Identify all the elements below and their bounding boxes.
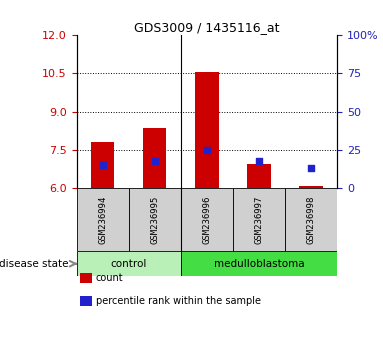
Text: medulloblastoma: medulloblastoma: [214, 259, 304, 269]
Bar: [195, 72, 219, 188]
Point: [100, 162, 106, 168]
Bar: [77, 251, 181, 276]
Bar: [143, 128, 167, 188]
Bar: [247, 164, 271, 188]
Bar: [77, 188, 129, 251]
Point: [204, 147, 210, 152]
Text: percentile rank within the sample: percentile rank within the sample: [96, 296, 261, 306]
Text: GSM236998: GSM236998: [306, 195, 316, 244]
Bar: [299, 185, 323, 188]
Point: [256, 158, 262, 164]
Text: disease state: disease state: [0, 259, 69, 269]
Point: [152, 158, 158, 164]
Bar: [181, 188, 233, 251]
Bar: [285, 188, 337, 251]
Text: GSM236995: GSM236995: [150, 195, 159, 244]
Text: GSM236994: GSM236994: [98, 195, 107, 244]
Bar: [91, 142, 115, 188]
Text: GSM236997: GSM236997: [254, 195, 264, 244]
Bar: [129, 188, 181, 251]
Point: [308, 165, 314, 171]
Title: GDS3009 / 1435116_at: GDS3009 / 1435116_at: [134, 21, 280, 34]
Text: count: count: [96, 273, 123, 283]
Bar: [181, 251, 337, 276]
Text: control: control: [111, 259, 147, 269]
Text: GSM236996: GSM236996: [202, 195, 211, 244]
Bar: [233, 188, 285, 251]
